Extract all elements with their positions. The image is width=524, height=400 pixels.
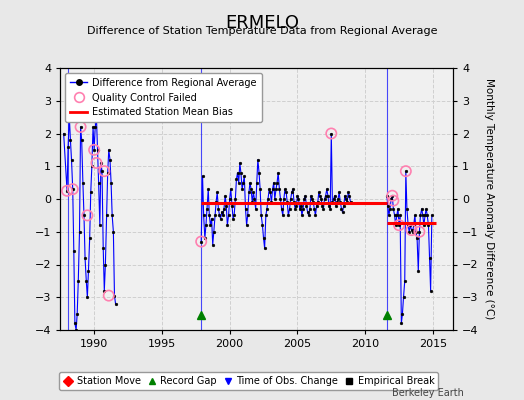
Text: Difference of Station Temperature Data from Regional Average: Difference of Station Temperature Data f… bbox=[87, 26, 437, 36]
Point bbox=[100, 168, 108, 174]
Point bbox=[90, 147, 99, 153]
Point bbox=[415, 228, 423, 235]
Legend: Station Move, Record Gap, Time of Obs. Change, Empirical Break: Station Move, Record Gap, Time of Obs. C… bbox=[59, 372, 439, 390]
Point bbox=[388, 192, 397, 199]
Point bbox=[197, 238, 205, 245]
Point bbox=[327, 130, 335, 137]
Legend: Difference from Regional Average, Quality Control Failed, Estimated Station Mean: Difference from Regional Average, Qualit… bbox=[65, 73, 261, 122]
Point bbox=[389, 198, 398, 204]
Point bbox=[92, 160, 101, 166]
Point bbox=[407, 227, 416, 233]
Point bbox=[401, 168, 410, 174]
Point bbox=[77, 124, 85, 130]
Point bbox=[105, 292, 113, 299]
Point bbox=[69, 186, 77, 192]
Point bbox=[395, 222, 403, 228]
Y-axis label: Monthly Temperature Anomaly Difference (°C): Monthly Temperature Anomaly Difference (… bbox=[484, 78, 494, 320]
Point bbox=[63, 188, 71, 194]
Text: ERMELO: ERMELO bbox=[225, 14, 299, 32]
Point bbox=[83, 212, 92, 218]
Text: Berkeley Earth: Berkeley Earth bbox=[392, 388, 464, 398]
